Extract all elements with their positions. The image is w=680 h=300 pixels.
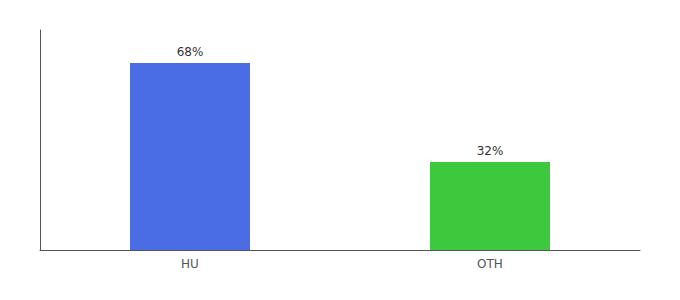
svg-text:HU: HU [181, 257, 199, 271]
svg-text:OTH: OTH [477, 257, 503, 271]
svg-text:68%: 68% [177, 45, 204, 59]
svg-text:32%: 32% [477, 144, 504, 158]
